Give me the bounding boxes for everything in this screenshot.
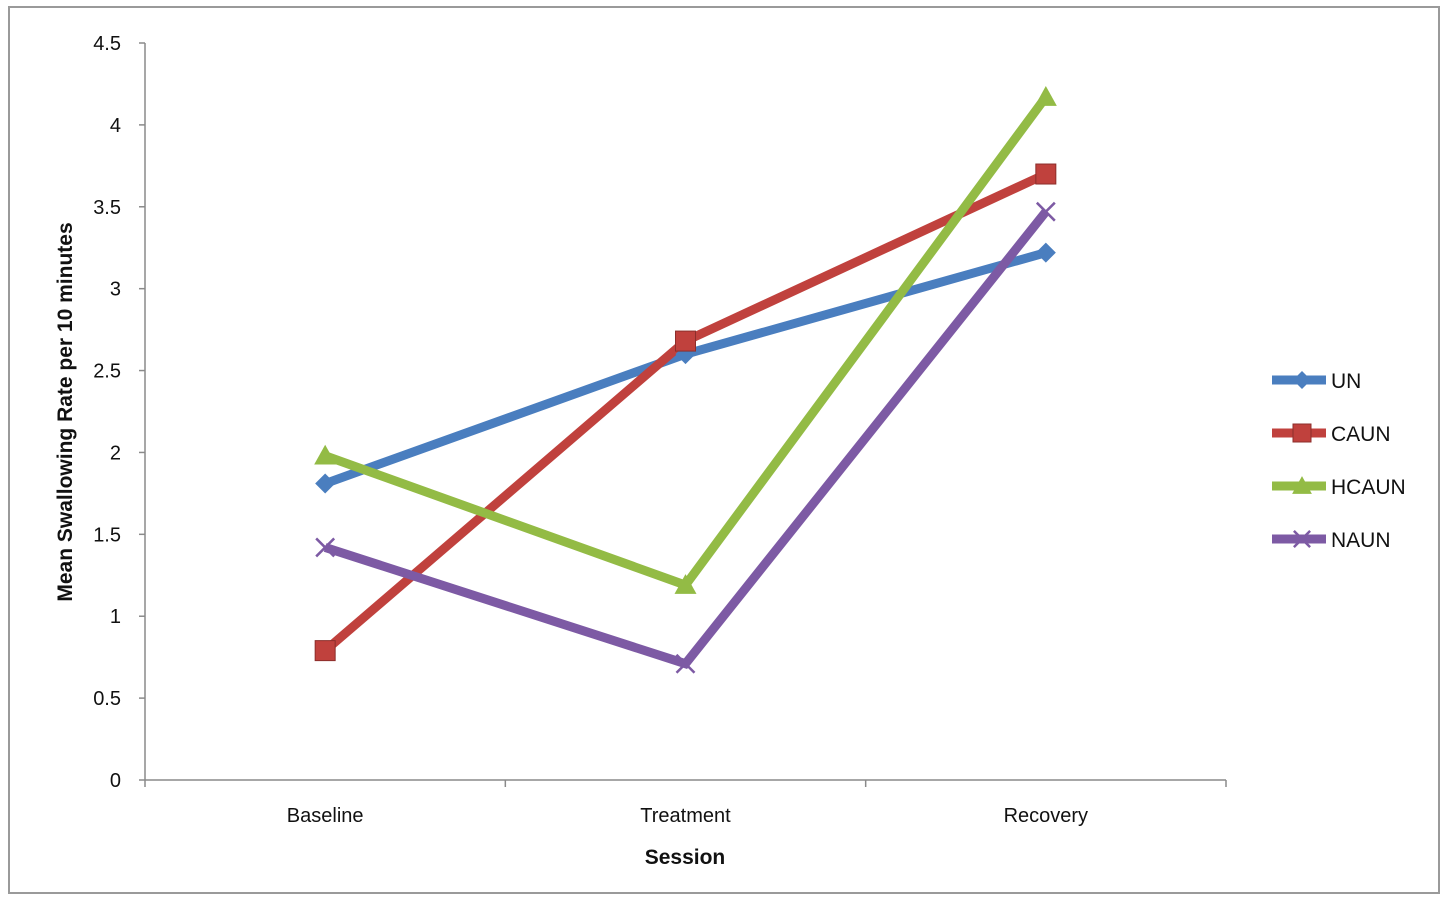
legend-marker-un: [1293, 371, 1311, 389]
legend-marker-caun: [1292, 423, 1312, 443]
x-axis-title: Session: [645, 846, 726, 869]
legend: UN CAUN HCAUN NAUN: [1272, 370, 1406, 552]
data-point-caun: [314, 640, 336, 662]
x-tick-label: Recovery: [1004, 805, 1088, 827]
legend-label-hcaun: HCAUN: [1331, 476, 1406, 499]
data-point-caun: [675, 330, 696, 352]
y-tick-label: 3.5: [93, 197, 121, 219]
data-point-hcaun: [674, 574, 697, 594]
legend-label-naun: NAUN: [1331, 529, 1391, 552]
y-tick-label: 4.5: [93, 33, 121, 55]
data-point-hcaun: [1034, 86, 1057, 106]
y-tick-label: 3: [110, 279, 121, 301]
y-tick-label: 2: [110, 442, 121, 464]
series-markers: [314, 86, 1057, 674]
y-tick-labels: 0 0.5 1 1.5 2 2.5 3 3.5 4 4.5: [93, 33, 121, 792]
x-tick-label: Baseline: [287, 805, 364, 827]
y-tick-label: 1.5: [93, 524, 121, 546]
data-point-naun: [315, 537, 336, 558]
series-line-un: [323, 248, 1048, 488]
y-tick-label: 0.5: [93, 688, 121, 710]
y-tick-label: 0: [110, 770, 121, 792]
data-point-caun: [1035, 163, 1057, 185]
data-point-naun: [675, 653, 696, 674]
y-tick-label: 1: [110, 606, 121, 628]
x-tick-label: Treatment: [640, 805, 731, 827]
y-tick-label: 2.5: [93, 361, 121, 383]
data-point-hcaun: [314, 444, 337, 465]
data-point-un: [315, 473, 336, 494]
data-point-naun: [1035, 201, 1056, 222]
x-tick-labels: Baseline Treatment Recovery: [287, 805, 1088, 827]
y-tick-label: 4: [110, 115, 121, 137]
legend-label-caun: CAUN: [1331, 423, 1391, 446]
chart-frame: [8, 6, 1440, 894]
legend-marker-hcaun: [1292, 476, 1312, 494]
y-axis-title: Mean Swallowing Rate per 10 minutes: [54, 222, 77, 601]
axes: [139, 42, 1227, 787]
legend-label-un: UN: [1331, 370, 1361, 393]
data-point-un: [1035, 242, 1056, 263]
legend-marker-naun: [1293, 530, 1311, 548]
